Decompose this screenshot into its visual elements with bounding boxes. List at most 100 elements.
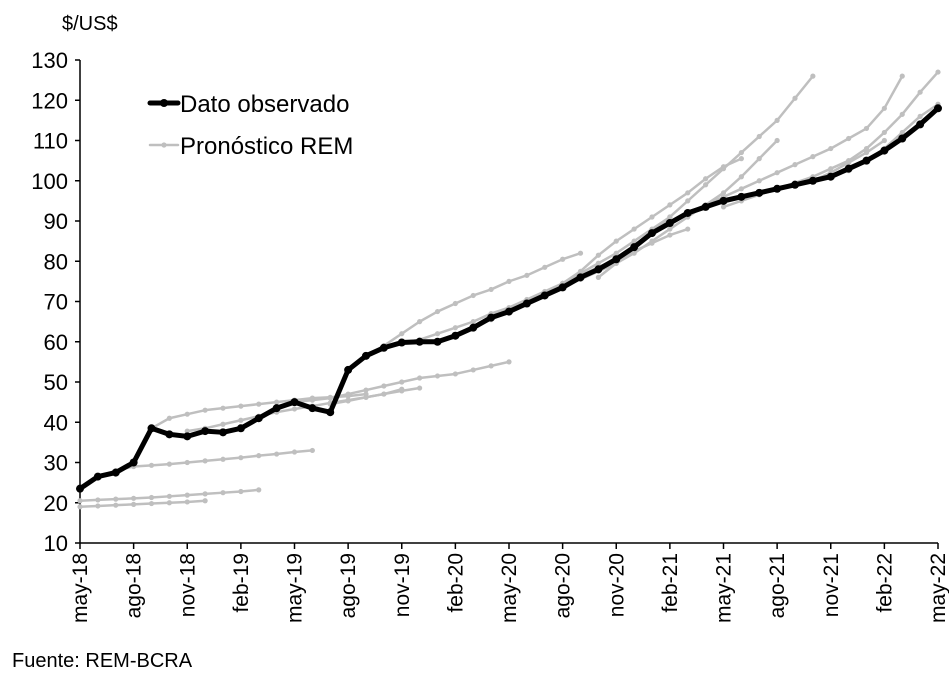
forecast-point [220,456,226,462]
forecast-point [417,385,423,391]
observed-point [683,208,692,217]
forecast-point [202,491,208,497]
x-tick-label: feb-21 [659,553,682,613]
observed-point [93,472,102,481]
legend-marker [160,99,168,107]
forecast-point [685,198,691,204]
forecast-point [899,73,905,79]
y-tick-label: 120 [31,88,68,113]
observed-point [701,202,710,211]
observed-point [379,343,388,352]
forecast-point [881,105,887,111]
forecast-point [792,95,798,101]
forecast-point [560,256,566,262]
forecast-point [202,407,208,413]
observed-point [522,299,531,308]
forecast-point [649,240,655,246]
forecast-point [77,504,83,510]
forecast-point [613,238,619,244]
forecast-point [184,411,190,417]
forecast-point [917,113,923,119]
observed-point [236,424,245,433]
forecast-point [470,292,476,299]
x-tick-label: ago-19 [337,553,360,618]
forecast-point [738,156,744,162]
forecast-point [720,164,727,170]
forecast-point [345,393,351,399]
x-tick-label: ago-21 [766,553,789,618]
forecast-point [417,375,423,381]
forecast-point [274,451,280,457]
legend-marker [161,142,167,148]
forecast-point [291,449,298,455]
forecast-point [756,156,762,162]
forecast-point [774,137,780,144]
observed-point [111,468,120,477]
observed-point [505,307,513,316]
forecast-point [148,500,155,507]
forecast-point [113,502,119,508]
forecast-point [810,154,816,160]
observed-point [630,243,639,252]
forecast-point [506,278,512,284]
forecast-point [774,170,780,176]
y-tick-label: 130 [31,48,68,73]
x-tick-label: nov-20 [605,553,628,617]
forecast-point [881,129,887,136]
forecast-point [613,250,619,256]
observed-point [487,313,496,322]
forecast-point [506,359,512,365]
forecast-point [202,458,208,464]
y-tick-label: 20 [44,491,68,516]
x-tick-label: nov-18 [176,553,199,617]
forecast-point [166,461,172,467]
observed-point [183,432,192,441]
observed-point [934,104,942,113]
observed-point [308,404,317,413]
forecast-point [184,499,190,505]
forecast-point [667,202,673,208]
forecast-point [399,379,405,385]
y-tick-label: 10 [44,531,68,556]
observed-point [326,408,335,417]
forecast-point [703,176,709,182]
forecast-point [166,500,172,506]
forecast-point [148,462,155,468]
y-tick-label: 100 [31,169,68,194]
y-tick-label: 40 [44,410,68,435]
observed-point [219,428,227,437]
forecast-point [452,325,458,331]
observed-point [76,484,84,493]
observed-point [201,427,210,436]
forecast-point [595,252,601,258]
forecast-point [95,497,101,503]
observed-point [898,134,907,143]
y-tick-label: 30 [44,451,68,476]
forecast-point [774,117,780,123]
forecast-point [309,395,315,401]
forecast-point [345,397,351,403]
observed-point [791,180,799,189]
forecast-point [470,367,476,373]
observed-point [737,192,746,201]
x-tick-label: may-22 [927,553,949,623]
forecast-point [256,453,262,459]
x-tick-label: may-18 [69,553,92,623]
y-tick-label: 110 [33,129,68,154]
forecast-point [738,149,744,156]
forecast-point [381,383,387,389]
forecast-point [166,415,172,421]
forecast-point [863,145,870,152]
forecast-point [595,260,601,266]
observed-point [844,164,853,173]
forecast-point [202,498,208,504]
forecast-point [184,492,190,498]
observed-point [397,338,406,347]
forecast-point [166,493,172,499]
forecast-point [703,182,709,188]
forecast-point [667,232,673,238]
observed-point [665,219,674,228]
forecast-point [274,399,280,405]
x-tick-label: may-20 [498,553,521,623]
observed-point [540,291,549,300]
